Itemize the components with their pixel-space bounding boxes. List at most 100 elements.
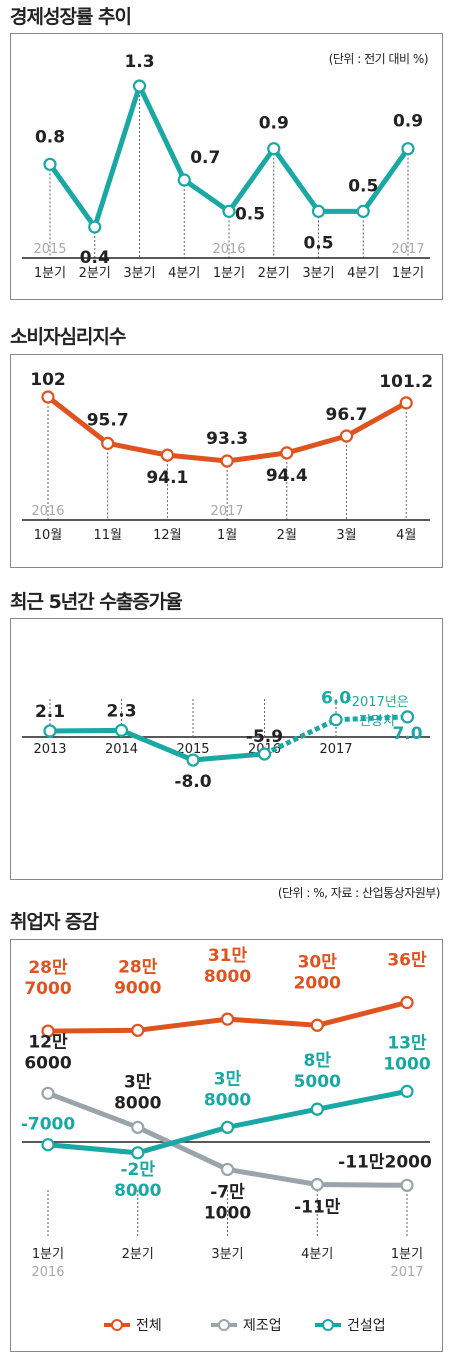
jobs-x-tick-label: 4분기 xyxy=(301,1247,333,1262)
jobs-construction-data-label: 5000 xyxy=(294,1072,341,1092)
export-point xyxy=(186,753,200,767)
export-point xyxy=(43,724,57,738)
jobs-manufacturing-point xyxy=(310,1177,324,1192)
gdp-x-tick-label: 2분기 xyxy=(79,266,111,281)
jobs-manufacturing-point xyxy=(131,1120,145,1134)
jobs-total-data-label: 2000 xyxy=(294,973,341,993)
jobs-total-data-label: 9000 xyxy=(114,978,161,998)
gdp-year-label: 2016 xyxy=(212,242,245,257)
jobs-construction-point xyxy=(41,1138,55,1152)
export-source-note: (단위 : %, 자료 : 산업통상자원부) xyxy=(277,886,441,900)
legend-total-marker xyxy=(111,1319,123,1331)
csi-year-label: 2016 xyxy=(31,504,64,519)
jobs-construction-data-label: 8000 xyxy=(204,1090,251,1110)
csi-x-tick-label: 12월 xyxy=(153,528,182,543)
jobs-x-tick-label: 2분기 xyxy=(122,1247,154,1262)
jobs-construction-data-label: 8000 xyxy=(114,1181,161,1201)
export-data-label: -5.9 xyxy=(246,727,283,747)
jobs-manufacturing-point xyxy=(41,1086,55,1100)
jobs-construction-data-label: -7000 xyxy=(21,1115,76,1135)
jobs-manufacturing-data-label: 12만 xyxy=(28,1032,68,1052)
gdp-data-label: 0.5 xyxy=(348,176,378,196)
jobs-manufacturing-data-label: 3만 xyxy=(124,1072,152,1092)
jobs-manufacturing-data-label: -7만 xyxy=(210,1182,245,1202)
csi-data-label: 102 xyxy=(30,370,66,390)
jobs-manufacturing-point xyxy=(220,1162,235,1177)
export-data-label: 2.3 xyxy=(106,701,136,721)
csi-chart-title: 소비자심리지수 xyxy=(10,326,126,348)
gdp-point xyxy=(401,142,415,156)
export-data-label: 2.1 xyxy=(35,702,65,722)
jobs-manufacturing-data-label: -11만 xyxy=(294,1198,341,1218)
csi-x-tick-label: 2월 xyxy=(277,528,297,543)
jobs-total-data-label: 28만 xyxy=(118,957,158,977)
csi-data-label: 94.4 xyxy=(266,466,308,486)
jobs-year-label: 2016 xyxy=(31,1265,64,1280)
legend-construction-marker xyxy=(322,1319,334,1331)
csi-x-tick-label: 11월 xyxy=(93,528,122,543)
export-data-label: -8.0 xyxy=(174,772,211,792)
legend-total-label: 전체 xyxy=(136,1318,162,1334)
gdp-x-tick-label: 1분기 xyxy=(392,266,424,281)
gdp-point xyxy=(356,204,370,218)
gdp-chart-box xyxy=(10,33,443,300)
jobs-total-point xyxy=(310,1018,324,1032)
csi-point xyxy=(101,436,115,450)
csi-data-label: 101.2 xyxy=(379,372,433,392)
export-data-label: 7.0 xyxy=(392,724,422,744)
gdp-x-tick-label: 4분기 xyxy=(168,266,200,281)
gdp-data-label: 0.8 xyxy=(35,127,65,147)
export-projected-line xyxy=(263,714,408,757)
export-point xyxy=(114,723,129,737)
jobs-total-point xyxy=(400,995,414,1010)
jobs-total-data-label: 28만 xyxy=(28,958,68,978)
csi-data-label: 95.7 xyxy=(87,410,129,430)
gdp-data-label: 1.3 xyxy=(124,52,154,72)
jobs-manufacturing-data-label: 8000 xyxy=(114,1093,161,1113)
csi-data-label: 94.1 xyxy=(146,468,188,488)
gdp-x-tick-label: 1분기 xyxy=(213,266,245,281)
jobs-manufacturing-data-label: -11만2000 xyxy=(338,1152,432,1172)
gdp-data-label: 0.5 xyxy=(235,204,265,224)
export-x-tick-label: 2015 xyxy=(176,742,209,757)
jobs-construction-data-label: 13만 xyxy=(387,1033,427,1053)
csi-point xyxy=(220,454,234,468)
jobs-total-data-label: 7000 xyxy=(24,979,71,999)
gdp-data-label: 0.4 xyxy=(80,248,110,268)
export-chart-box xyxy=(10,618,443,880)
gdp-chart-title: 경제성장률 추이 xyxy=(10,6,132,28)
gdp-point xyxy=(311,204,326,218)
export-projection-note: *2017년은 xyxy=(345,695,409,710)
jobs-total-data-label: 31만 xyxy=(208,946,248,966)
jobs-total-point xyxy=(41,1024,55,1038)
export-x-tick-label: 2013 xyxy=(33,742,66,757)
jobs-total-data-label: 36만 xyxy=(387,950,427,970)
gdp-data-label: 0.5 xyxy=(303,233,333,253)
csi-x-tick-label: 3월 xyxy=(336,528,356,543)
csi-point xyxy=(280,446,294,460)
jobs-x-tick-label: 1분기 xyxy=(32,1247,64,1262)
gdp-point xyxy=(88,220,102,234)
jobs-total-point xyxy=(131,1023,145,1037)
csi-point xyxy=(339,429,354,443)
jobs-construction-data-label: 3만 xyxy=(214,1069,242,1089)
export-projection-note: 전망치 xyxy=(359,714,395,729)
legend-manufacturing-label: 제조업 xyxy=(243,1318,282,1334)
jobs-construction-point xyxy=(400,1084,414,1098)
jobs-manufacturing-point xyxy=(400,1178,414,1192)
gdp-point xyxy=(132,79,147,93)
gdp-data-label: 0.7 xyxy=(190,148,220,168)
gdp-x-tick-label: 3분기 xyxy=(123,266,155,281)
csi-data-label: 96.7 xyxy=(326,405,368,425)
csi-point xyxy=(399,396,413,410)
gdp-x-tick-label: 1분기 xyxy=(34,266,66,281)
export-point xyxy=(329,713,343,727)
gdp-point xyxy=(43,157,57,171)
export-data-label: 6.0 xyxy=(321,689,351,709)
csi-x-tick-label: 10월 xyxy=(34,528,63,543)
gdp-point xyxy=(222,204,236,218)
jobs-total-point xyxy=(220,1012,235,1026)
csi-point xyxy=(41,390,55,404)
jobs-construction-data-label: -2만 xyxy=(120,1160,155,1180)
